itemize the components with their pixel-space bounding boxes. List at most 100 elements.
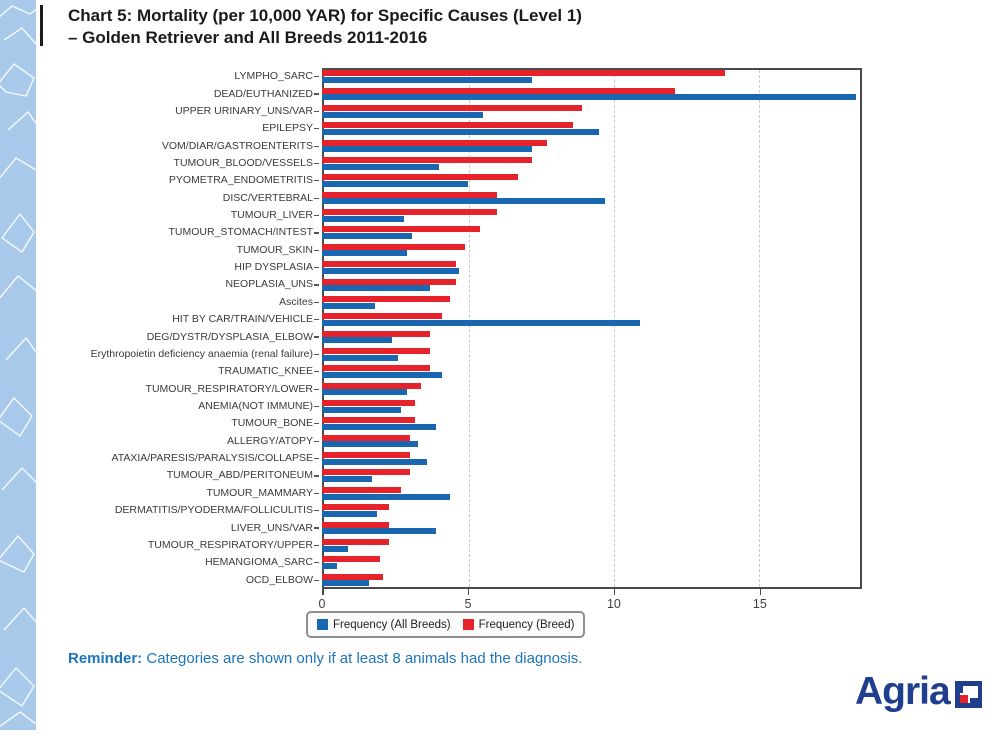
bar-row: HIP DYSPLASIA <box>0 259 862 276</box>
legend-swatch <box>462 619 474 630</box>
bar-group <box>322 276 862 293</box>
breed-bar <box>322 295 451 302</box>
breed-bar <box>322 452 410 459</box>
category-label: DERMATITIS/PYODERMA/FOLLICULITIS <box>114 504 313 517</box>
category-label: HIT BY CAR/TRAIN/VEHICLE <box>172 313 313 326</box>
breed-bar <box>322 486 401 493</box>
category-label: TUMOUR_SKIN <box>236 243 313 256</box>
all-breeds-bar <box>322 76 533 83</box>
reminder-body: Categories are shown only if at least 8 … <box>142 650 583 667</box>
category-label: TUMOUR_ABD/PERITONEUM <box>166 469 313 482</box>
bar-group <box>322 155 862 172</box>
category-label: TUMOUR_RESPIRATORY/LOWER <box>145 382 313 395</box>
category-label: Erythropoietin deficiency anaemia (renal… <box>90 347 313 360</box>
breed-bar <box>322 261 457 268</box>
all-breeds-bar <box>322 181 468 188</box>
chart-title-block: Chart 5: Mortality (per 10,000 YAR) for … <box>68 5 582 49</box>
bar-group <box>322 537 862 554</box>
all-breeds-bar <box>322 94 857 101</box>
category-label: TUMOUR_STOMACH/INTEST <box>168 226 313 239</box>
all-breeds-bar <box>322 267 460 274</box>
breed-bar <box>322 521 390 528</box>
gridline <box>613 70 615 587</box>
all-breeds-bar <box>322 476 372 483</box>
all-breeds-bar <box>322 580 369 587</box>
bar-group <box>322 346 862 363</box>
bar-group <box>322 242 862 259</box>
category-label: LYMPHO_SARC <box>234 70 313 83</box>
category-tick <box>314 214 319 217</box>
category-tick <box>314 162 319 165</box>
category-tick <box>314 562 319 564</box>
agria-logo-text: Agria <box>855 670 951 713</box>
category-tick <box>314 353 319 356</box>
category-label: UPPER URINARY_UNS/VAR <box>175 104 313 117</box>
all-breeds-bar <box>322 493 451 500</box>
bar-row: TUMOUR_ABD/PERITONEUM <box>0 467 862 484</box>
category-tick <box>314 93 319 95</box>
sidebar-pattern-icon <box>0 0 39 730</box>
breed-bar <box>322 87 676 94</box>
bar-group <box>322 450 862 467</box>
gridline <box>468 70 470 587</box>
x-tick-label: 0 <box>318 597 326 611</box>
x-axis: 0 5 10 15 <box>319 589 862 621</box>
bar-group <box>322 294 862 311</box>
category-tick <box>314 336 319 338</box>
all-breeds-bar <box>322 302 375 309</box>
legend-label: Frequency (All Breeds) <box>333 618 451 631</box>
breed-bar <box>322 347 430 354</box>
bar-group <box>322 415 862 432</box>
bar-group <box>322 502 862 519</box>
legend-label: Frequency (Breed) <box>478 618 575 631</box>
all-breeds-bar <box>322 545 349 552</box>
breed-bar <box>322 104 582 111</box>
bar-group <box>322 103 862 120</box>
category-label: LIVER_UNS/VAR <box>230 521 313 534</box>
bar-group <box>322 571 862 588</box>
all-breeds-bar <box>322 111 483 118</box>
bar-group <box>322 207 862 224</box>
bar-row: HEMANGIOMA_SARC <box>0 554 862 571</box>
x-tick <box>322 589 324 595</box>
bar-group <box>322 172 862 189</box>
bar-group <box>322 68 862 85</box>
breed-bar <box>322 417 416 424</box>
category-tick <box>314 544 319 546</box>
category-tick <box>314 510 319 512</box>
chart-subtitle: – Golden Retriever and All Breeds 2011-2… <box>68 28 428 47</box>
breed-bar <box>322 330 430 337</box>
bar-group <box>322 120 862 137</box>
all-breeds-bar <box>322 441 419 448</box>
breed-bar <box>322 226 480 233</box>
breed-bar <box>322 556 381 563</box>
x-tick <box>467 589 470 595</box>
breed-bar <box>322 504 390 511</box>
category-label: ANEMIA(NOT IMMUNE) <box>198 400 313 412</box>
category-label: Ascites <box>279 295 313 308</box>
x-tick-label: 5 <box>464 597 472 611</box>
category-tick <box>314 145 319 147</box>
bar-row: Ascites <box>0 294 862 311</box>
category-tick <box>314 527 319 529</box>
bar-row: UPPER URINARY_UNS/VAR <box>0 103 862 120</box>
bar-group <box>322 519 862 536</box>
all-breeds-bar <box>322 562 337 569</box>
all-breeds-bar <box>322 198 606 205</box>
breed-bar <box>322 400 416 407</box>
bar-row: ATAXIA/PARESIS/PARALYSIS/COLLAPSE <box>0 450 862 467</box>
all-breeds-bar <box>322 233 413 240</box>
bar-group <box>322 259 862 276</box>
bar-group <box>322 467 862 484</box>
bar-group <box>322 224 862 241</box>
title-divider <box>40 5 43 46</box>
category-label: TUMOUR_BONE <box>231 417 313 430</box>
category-tick <box>314 492 319 494</box>
bar-row: DERMATITIS/PYODERMA/FOLLICULITIS <box>0 502 862 519</box>
bar-row: TUMOUR_STOMACH/INTEST <box>0 224 862 241</box>
category-label: ATAXIA/PARESIS/PARALYSIS/COLLAPSE <box>111 452 313 465</box>
category-label: TUMOUR_LIVER <box>230 209 313 222</box>
all-breeds-bar <box>322 146 533 153</box>
x-tick-label: 15 <box>752 597 767 611</box>
bar-row: TRAUMATIC_KNEE <box>0 363 862 380</box>
